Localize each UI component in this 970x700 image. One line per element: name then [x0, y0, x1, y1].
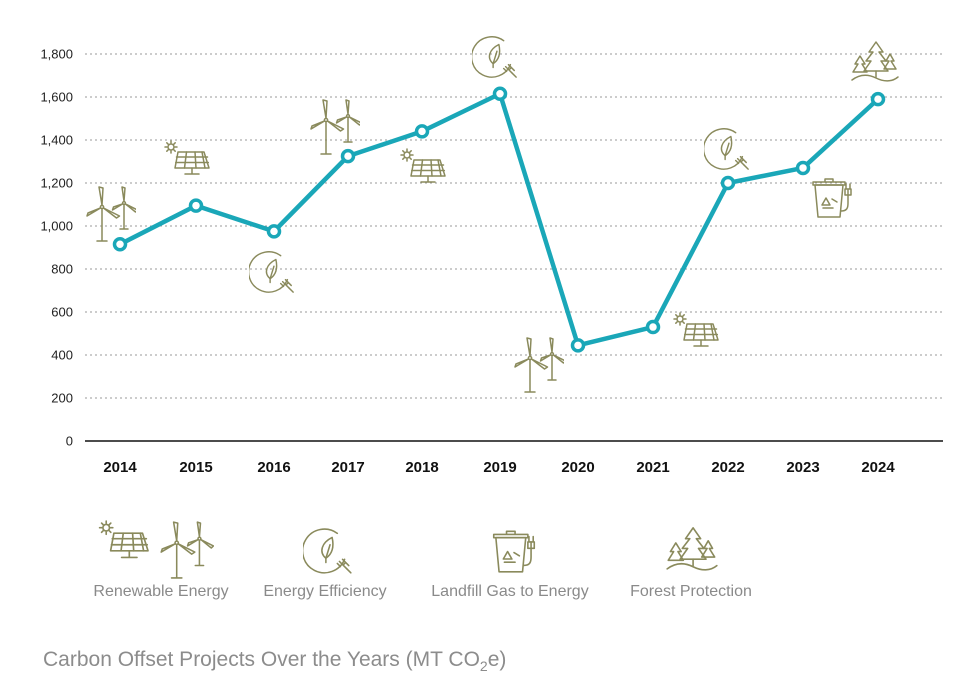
legend-forest-icon	[666, 527, 718, 571]
y-tick-label: 1,200	[40, 176, 73, 191]
data-point	[492, 86, 508, 102]
y-tick-label: 0	[66, 434, 73, 449]
x-axis-ticks: 2014 2015 2016 2017 2018 2019 2020 2021 2022 2023…	[103, 459, 895, 476]
legend: Renewable Energy Energy Efficiency Landfil…	[93, 520, 752, 600]
chart-caption: Carbon Offset Projects Over the Years (M…	[43, 648, 506, 674]
data-point	[340, 148, 356, 164]
x-tick-label: 2018	[405, 459, 438, 476]
caption-text: Carbon Offset Projects Over the Years (M…	[43, 648, 480, 671]
y-tick-label: 800	[51, 262, 73, 277]
data-point	[870, 91, 886, 107]
data-point	[266, 224, 282, 239]
legend-energy-efficiency-icon	[303, 528, 352, 574]
y-tick-label: 1,000	[40, 219, 73, 234]
x-tick-label: 2024	[861, 459, 895, 476]
legend-wind-turbine-icon	[160, 521, 214, 579]
wind-turbine-icon	[310, 99, 360, 155]
x-tick-label: 2017	[331, 459, 364, 476]
x-tick-label: 2016	[257, 459, 290, 476]
energy-efficiency-icon	[704, 128, 749, 170]
energy-efficiency-icon	[249, 251, 294, 293]
legend-label: Forest Protection	[630, 583, 752, 600]
data-point	[188, 198, 204, 213]
data-point	[645, 319, 661, 335]
point-icons	[86, 36, 899, 393]
caption-tail: e)	[487, 648, 507, 671]
legend-label: Renewable Energy	[93, 583, 228, 600]
solar-panel-icon	[164, 140, 210, 175]
legend-label: Energy Efficiency	[263, 583, 386, 600]
chart: 0 200 400 600 800 1,000 1,200 1,400 1,600 1,800 2…	[40, 36, 943, 600]
y-tick-label: 1,600	[40, 90, 73, 105]
caption-subscript: 2	[479, 658, 488, 675]
data-point	[570, 338, 586, 353]
series-points	[112, 86, 886, 353]
landfill-gas-icon	[812, 178, 852, 218]
wind-turbine-icon	[86, 186, 136, 242]
energy-efficiency-icon	[472, 36, 517, 78]
legend-label: Landfill Gas to Energy	[431, 583, 588, 600]
x-tick-label: 2015	[179, 459, 212, 476]
y-gridlines	[85, 53, 943, 399]
y-axis-ticks: 0 200 400 600 800 1,000 1,200 1,400 1,600 1,800	[40, 47, 73, 449]
x-tick-label: 2022	[711, 459, 744, 476]
x-tick-label: 2023	[786, 459, 819, 476]
y-tick-label: 600	[51, 305, 73, 320]
y-tick-label: 400	[51, 348, 73, 363]
y-tick-label: 1,800	[40, 47, 73, 62]
data-point	[414, 124, 430, 139]
x-tick-label: 2014	[103, 459, 137, 476]
y-tick-label: 1,400	[40, 133, 73, 148]
legend-landfill-gas-icon	[492, 530, 536, 573]
series-line	[117, 91, 881, 348]
x-tick-label: 2020	[561, 459, 594, 476]
x-tick-label: 2021	[636, 459, 669, 476]
data-point	[112, 237, 128, 252]
x-tick-label: 2019	[483, 459, 516, 476]
wind-turbine-icon	[514, 337, 564, 393]
legend-solar-panel-icon	[98, 520, 149, 559]
data-point	[795, 160, 811, 176]
solar-panel-icon	[400, 148, 446, 183]
y-tick-label: 200	[51, 391, 73, 406]
forest-icon	[851, 41, 899, 82]
solar-panel-icon	[673, 312, 719, 347]
data-point	[720, 175, 736, 191]
